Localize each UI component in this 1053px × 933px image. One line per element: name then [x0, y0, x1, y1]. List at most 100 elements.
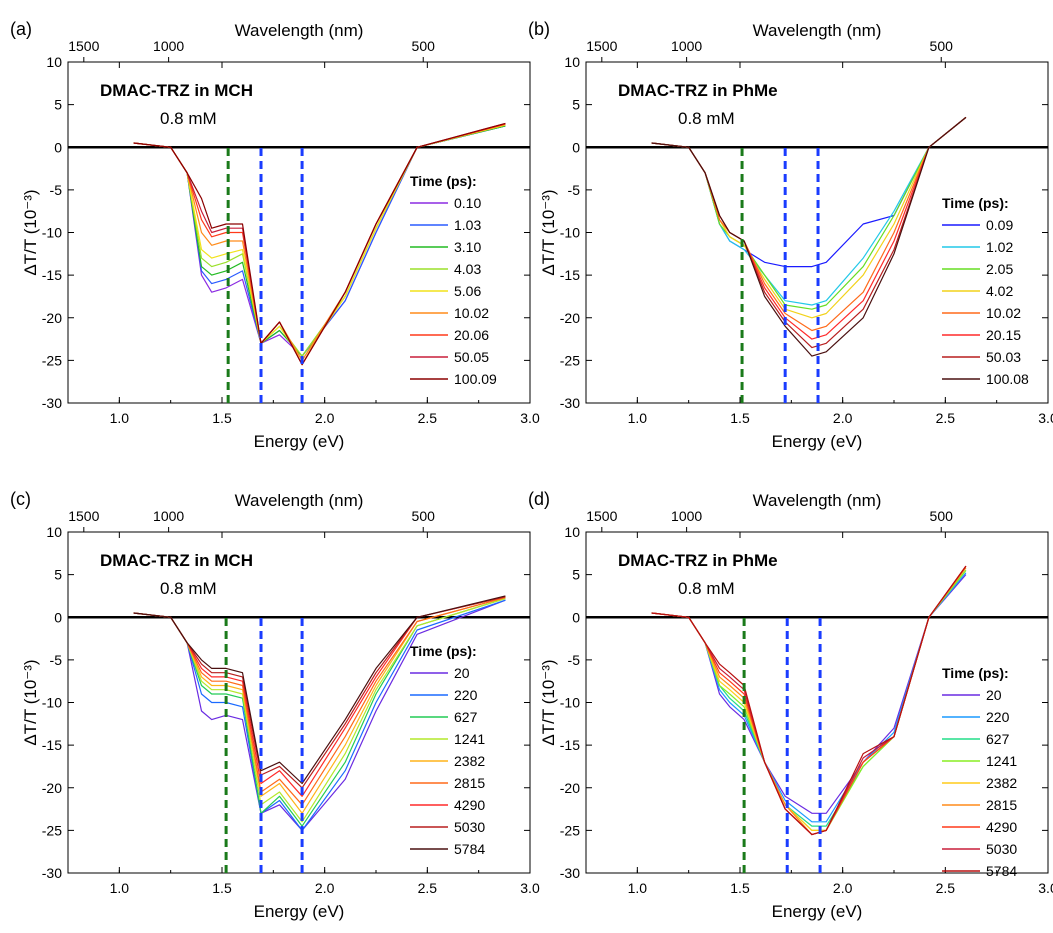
y-tick-label: -15	[560, 267, 580, 283]
series-line	[651, 567, 967, 836]
y-tick-label: -20	[42, 310, 62, 326]
y-tick-label: 5	[54, 567, 62, 583]
panel-label: (a)	[10, 19, 32, 39]
series-line	[651, 565, 967, 836]
y-axis-title: ΔT/T (10⁻³)	[539, 659, 558, 745]
y-tick-label: -20	[560, 310, 580, 326]
panel-label: (b)	[528, 19, 550, 39]
legend-label: 627	[986, 731, 1010, 747]
top-tick-label: 1000	[671, 508, 702, 524]
y-axis-title: ΔT/T (10⁻³)	[21, 189, 40, 275]
series-line	[133, 123, 506, 361]
top-tick-label: 1500	[586, 38, 617, 54]
legend-label: 220	[454, 687, 478, 703]
x-tick-label: 2.5	[418, 880, 438, 896]
series-line	[651, 570, 967, 831]
top-axis-title: Wavelength (nm)	[753, 21, 882, 40]
top-tick-label: 1500	[68, 508, 99, 524]
legend-label: 1.03	[454, 217, 481, 233]
y-tick-label: 5	[54, 97, 62, 113]
x-axis-title: Energy (eV)	[772, 902, 863, 921]
legend-title: Time (ps):	[410, 643, 477, 659]
y-tick-label: -15	[42, 267, 62, 283]
y-tick-label: -15	[560, 737, 580, 753]
chart-panel: (b)Wavelength (nm)1.01.52.02.53.01500100…	[528, 19, 1053, 451]
series-line	[133, 596, 506, 797]
series-line	[133, 597, 506, 827]
series-line	[651, 116, 967, 268]
y-tick-label: -25	[560, 822, 580, 838]
top-tick-label: 500	[412, 38, 436, 54]
legend-label: 5784	[454, 841, 485, 857]
series-line	[133, 597, 506, 806]
legend-label: 50.03	[986, 349, 1021, 365]
x-tick-label: 1.5	[212, 880, 232, 896]
y-axis-title: ΔT/T (10⁻³)	[539, 189, 558, 275]
y-tick-label: -30	[560, 395, 580, 411]
y-tick-label: 5	[572, 97, 580, 113]
y-tick-label: -10	[42, 225, 62, 241]
x-axis-title: Energy (eV)	[772, 432, 863, 451]
legend-label: 10.02	[986, 305, 1021, 321]
legend-label: 4.03	[454, 261, 481, 277]
y-tick-label: 10	[46, 524, 62, 540]
y-tick-label: -5	[568, 652, 581, 668]
top-tick-label: 1000	[153, 508, 184, 524]
chart-subtitle: 0.8 mM	[678, 579, 735, 598]
series-line	[133, 123, 506, 366]
panel-label: (d)	[528, 489, 550, 509]
series-line	[651, 567, 967, 831]
legend-label: 4290	[986, 819, 1017, 835]
x-tick-label: 1.0	[628, 410, 648, 426]
legend-title: Time (ps):	[942, 195, 1009, 211]
y-tick-label: -30	[42, 865, 62, 881]
y-tick-label: 10	[564, 54, 580, 70]
chart-subtitle: 0.8 mM	[678, 109, 735, 128]
y-tick-label: -25	[42, 822, 62, 838]
y-tick-label: 0	[572, 139, 580, 155]
legend-label: 5030	[986, 841, 1017, 857]
series-line	[651, 574, 967, 814]
x-axis-title: Energy (eV)	[254, 902, 345, 921]
series-line	[133, 599, 506, 831]
x-tick-label: 2.0	[315, 880, 335, 896]
y-tick-label: -15	[42, 737, 62, 753]
panel-label: (c)	[10, 489, 31, 509]
chart-subtitle: 0.8 mM	[160, 579, 217, 598]
legend-label: 0.10	[454, 195, 481, 211]
series-line	[133, 597, 506, 823]
x-tick-label: 1.0	[628, 880, 648, 896]
y-tick-label: -25	[42, 352, 62, 368]
legend-label: 5.06	[454, 283, 481, 299]
y-tick-label: 0	[572, 609, 580, 625]
y-tick-label: 0	[54, 139, 62, 155]
top-axis-title: Wavelength (nm)	[753, 491, 882, 510]
legend-label: 1241	[454, 731, 485, 747]
legend-label: 20	[454, 665, 470, 681]
top-tick-label: 1500	[586, 508, 617, 524]
x-tick-label: 1.5	[730, 880, 750, 896]
chart-title: DMAC-TRZ in MCH	[100, 81, 253, 100]
top-tick-label: 1000	[671, 38, 702, 54]
legend-label: 5030	[454, 819, 485, 835]
top-axis-title: Wavelength (nm)	[235, 491, 364, 510]
legend-label: 2815	[454, 775, 485, 791]
series-line	[133, 599, 506, 831]
legend-title: Time (ps):	[410, 173, 477, 189]
legend-title: Time (ps):	[942, 665, 1009, 681]
series-line	[133, 595, 506, 785]
series-line	[133, 596, 506, 789]
legend-label: 3.10	[454, 239, 481, 255]
x-tick-label: 3.0	[1038, 880, 1053, 896]
y-tick-label: -30	[42, 395, 62, 411]
y-tick-label: -20	[560, 780, 580, 796]
legend-label: 2382	[986, 775, 1017, 791]
series-line	[133, 125, 506, 357]
legend-label: 10.02	[454, 305, 489, 321]
x-tick-label: 2.5	[936, 880, 956, 896]
x-axis-title: Energy (eV)	[254, 432, 345, 451]
y-tick-label: -20	[42, 780, 62, 796]
legend-label: 5784	[986, 863, 1017, 879]
